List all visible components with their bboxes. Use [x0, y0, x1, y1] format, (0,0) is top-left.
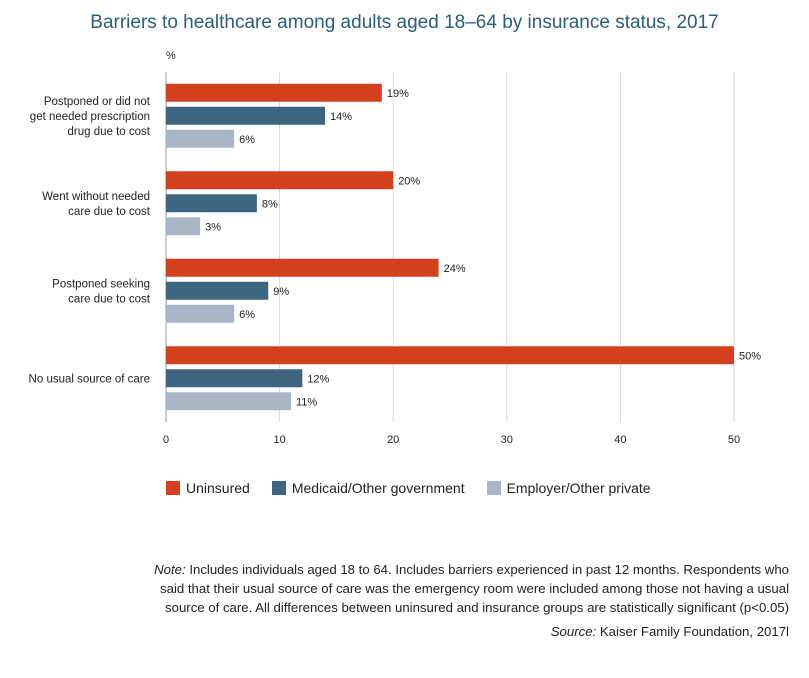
data-label: 50%	[739, 350, 761, 362]
legend: Uninsured Medicaid/Other government Employ…	[166, 480, 651, 496]
bar	[166, 304, 235, 323]
bar	[166, 129, 235, 148]
bar	[166, 281, 269, 300]
category-label-line: drug due to cost	[68, 126, 151, 138]
category-label-line: Postponed or did not	[44, 96, 151, 108]
x-tick-label: 30	[501, 434, 513, 446]
x-tick-label: 20	[387, 434, 399, 446]
bar	[166, 171, 394, 190]
legend-label: Employer/Other private	[506, 480, 651, 496]
source-text: Kaiser Family Foundation, 2017l	[596, 624, 789, 639]
legend-swatch	[486, 481, 501, 495]
bar	[166, 106, 326, 125]
data-label: 19%	[387, 88, 409, 100]
bar	[166, 83, 382, 102]
legend-item: Employer/Other private	[486, 480, 651, 496]
note-label: Note:	[154, 562, 186, 577]
bar-chart: 0 10 20 30 40 50 19% 14% 6% Postponed or did not g…	[29, 72, 761, 446]
x-tick-label: 0	[163, 434, 169, 446]
category-label: No usual source of care	[29, 373, 150, 385]
category-label-line: get needed prescription	[30, 111, 150, 123]
bar	[166, 217, 201, 236]
data-label: 20%	[398, 175, 420, 187]
data-label: 6%	[239, 309, 255, 321]
bar	[166, 194, 257, 213]
note: Note: Includes individuals aged 18 to 64…	[149, 560, 789, 617]
category-label-line: Postponed seeking	[52, 278, 150, 290]
source: Source: Kaiser Family Foundation, 2017l	[551, 624, 789, 639]
data-label: 24%	[444, 263, 466, 275]
legend-label: Uninsured	[186, 480, 250, 496]
data-label: 12%	[307, 373, 329, 385]
category-label-line: care due to cost	[68, 293, 151, 305]
x-tick-label: 10	[273, 434, 285, 446]
unit-label: %	[166, 50, 176, 62]
legend-item: Medicaid/Other government	[271, 480, 465, 496]
category-label-line: No usual source of care	[29, 373, 150, 385]
category-label: Postponed or did not get needed prescript…	[30, 96, 151, 138]
bar	[166, 369, 303, 388]
data-label: 11%	[296, 396, 317, 408]
bar	[166, 392, 291, 411]
legend-swatch	[166, 481, 180, 495]
legend-label: Medicaid/Other government	[291, 480, 465, 496]
data-label: 8%	[262, 198, 278, 210]
chart-title: Barriers to healthcare among adults aged…	[90, 12, 719, 33]
category-label: Postponed seeking care due to cost	[52, 278, 151, 305]
legend-item: Uninsured	[166, 480, 250, 496]
data-label: 9%	[273, 286, 289, 298]
note-text: Includes individuals aged 18 to 64. Incl…	[160, 562, 789, 615]
data-label: 6%	[239, 134, 255, 146]
data-label: 3%	[205, 221, 221, 233]
x-tick-label: 50	[728, 434, 740, 446]
category-label-line: care due to cost	[68, 206, 151, 218]
legend-swatch	[271, 481, 286, 495]
category-label: Went without needed care due to cost	[42, 191, 151, 218]
category-label-line: Went without needed	[42, 191, 150, 203]
data-label: 14%	[330, 111, 352, 123]
bar	[166, 258, 439, 277]
bar	[166, 346, 734, 365]
x-tick-label: 40	[614, 434, 626, 446]
source-label: Source:	[550, 624, 597, 639]
